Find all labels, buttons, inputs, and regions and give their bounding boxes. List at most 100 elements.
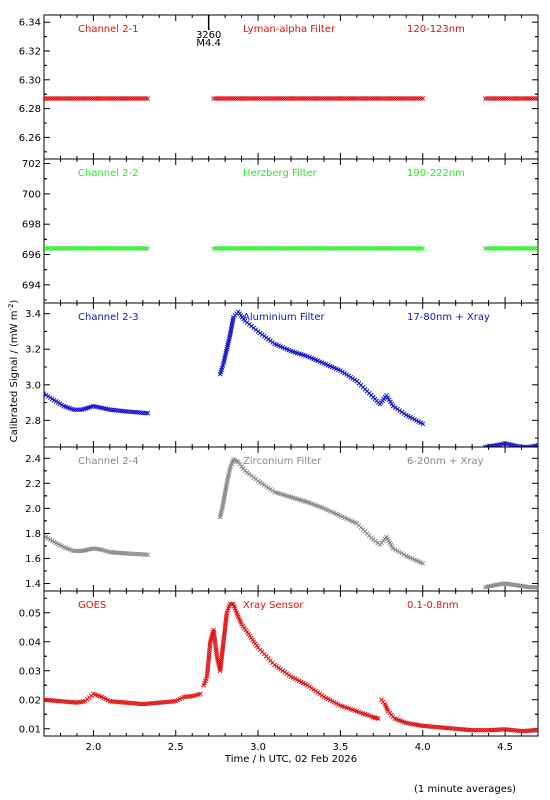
data-point [344, 372, 349, 377]
data-point [47, 395, 53, 401]
band-label: 120-123nm [407, 24, 465, 35]
series-5 [44, 601, 538, 734]
data-point [342, 370, 347, 376]
y-tick-label: 6.26 [19, 133, 41, 144]
data-point [420, 561, 426, 566]
filter-label: Xray Sensor [243, 600, 304, 611]
x-tick-label: 3.5 [332, 742, 348, 753]
data-point [44, 391, 47, 397]
data-point [420, 246, 426, 251]
data-point [535, 96, 538, 101]
y-tick-label: 698 [22, 220, 41, 231]
data-point [395, 548, 400, 554]
data-point [44, 392, 49, 398]
data-point [395, 406, 400, 412]
filter-label: Herzberg Filter [243, 168, 318, 179]
y-tick-label: 0.04 [19, 637, 41, 648]
y-axis-label-end: ) [9, 300, 20, 304]
filter-label: Zirconium Filter [243, 456, 322, 467]
band-label: 0.1-0.8nm [407, 600, 459, 611]
channel-label: Channel 2-3 [78, 312, 139, 323]
y-tick-label: 6.34 [19, 18, 41, 29]
data-point [45, 393, 51, 399]
flare-marker: 3260 M4.4 [196, 15, 221, 49]
data-point [390, 403, 396, 409]
y-tick-label: 1.4 [25, 579, 41, 590]
x-tick-label: 3.0 [250, 742, 266, 753]
y-tick-label: 702 [22, 159, 41, 170]
panel-4: 1.4 1.6 1.8 2.0 2.2 2.4 Channel 2-4 Zirconium F… [25, 446, 539, 592]
data-point [145, 410, 151, 416]
x-tick-label: 4.0 [415, 742, 431, 753]
y-tick-label: 2.8 [25, 416, 41, 427]
data-point [515, 443, 520, 447]
data-point [535, 584, 538, 590]
footnote: (1 minute averages) [414, 784, 516, 795]
data-point [399, 409, 405, 415]
panel-3: 2.8 3.0 3.2 3.4 Channel 2-3 Aluminium Filter 1… [25, 302, 539, 448]
data-point [198, 691, 203, 697]
panel-frame [43, 446, 539, 592]
x-axis-label: Time / h UTC, 02 Feb 2026 [224, 754, 357, 765]
panels: 6.26 6.28 6.30 6.32 6.34 Channel 2-1 Lyman-alp… [19, 14, 539, 737]
y-tick-label: 2.0 [25, 504, 41, 515]
data-point [390, 546, 396, 551]
y-axis-label-main: Calibrated Signal / (mW m [9, 311, 20, 443]
channel-label: Channel 2-4 [78, 456, 139, 467]
data-point [420, 421, 426, 427]
data-point [397, 549, 403, 555]
y-tick-label: 2.4 [25, 454, 41, 465]
series-4 [44, 457, 538, 590]
data-point [513, 443, 518, 447]
panel-frame [43, 14, 539, 160]
y-tick-label: 6.28 [19, 104, 41, 115]
y-tick-label: 1.6 [25, 554, 41, 565]
data-point [338, 368, 343, 373]
y-tick-label: 3.4 [25, 309, 41, 320]
band-label: 6-20nm + Xray [407, 456, 484, 467]
channel-label: Channel 2-1 [78, 24, 139, 35]
data-point [385, 395, 391, 400]
y-tick-label: 0.02 [19, 695, 41, 706]
series-2 [44, 246, 538, 251]
data-point [535, 246, 538, 251]
data-point [348, 374, 354, 380]
data-point [346, 373, 351, 379]
data-point [401, 552, 407, 558]
data-point [535, 727, 538, 733]
channel-label: Channel 2-2 [78, 168, 139, 179]
y-tick-label: 0.05 [19, 608, 41, 619]
series-1 [44, 96, 538, 101]
x-tick-label: 2.0 [85, 742, 101, 753]
panel-frame [43, 302, 539, 448]
y-tick-label: 1.8 [25, 529, 41, 540]
data-point [397, 408, 403, 413]
channel-label: GOES [78, 600, 106, 611]
panel-frame [43, 158, 539, 304]
band-label: 190-222nm [407, 168, 465, 179]
band-label: 17-80nm + Xray [407, 312, 490, 323]
y-tick-label: 6.32 [19, 47, 41, 58]
data-point [420, 96, 426, 101]
x-tick-label: 4.5 [497, 742, 513, 753]
data-point [352, 377, 358, 383]
x-tick-label: 2.5 [168, 742, 184, 753]
x-axis: 2.0 2.5 3.0 3.5 4.0 4.5 [85, 742, 513, 753]
panel-2: 694 696 698 700 702 Channel 2-2 Herzberg Filte… [22, 158, 539, 304]
data-point [145, 96, 151, 101]
data-point [388, 399, 393, 405]
filter-label: Aluminium Filter [243, 312, 326, 323]
data-point [392, 547, 398, 553]
y-axis-label: Calibrated Signal / (mW m-2) [7, 300, 20, 443]
y-tick-label: 3.2 [25, 345, 41, 356]
data-point [392, 405, 398, 410]
panel-frame [43, 590, 539, 737]
data-point [401, 411, 407, 416]
y-tick-label: 3.0 [25, 380, 41, 391]
series-3 [44, 309, 538, 447]
y-tick-label: 700 [22, 189, 41, 200]
data-point [386, 397, 392, 403]
y-tick-label: 0.03 [19, 666, 41, 677]
panel-5: 0.01 0.02 0.03 0.04 0.05 GOES Xray Sensor 0.1-0… [19, 590, 539, 737]
y-tick-label: 696 [22, 250, 41, 261]
